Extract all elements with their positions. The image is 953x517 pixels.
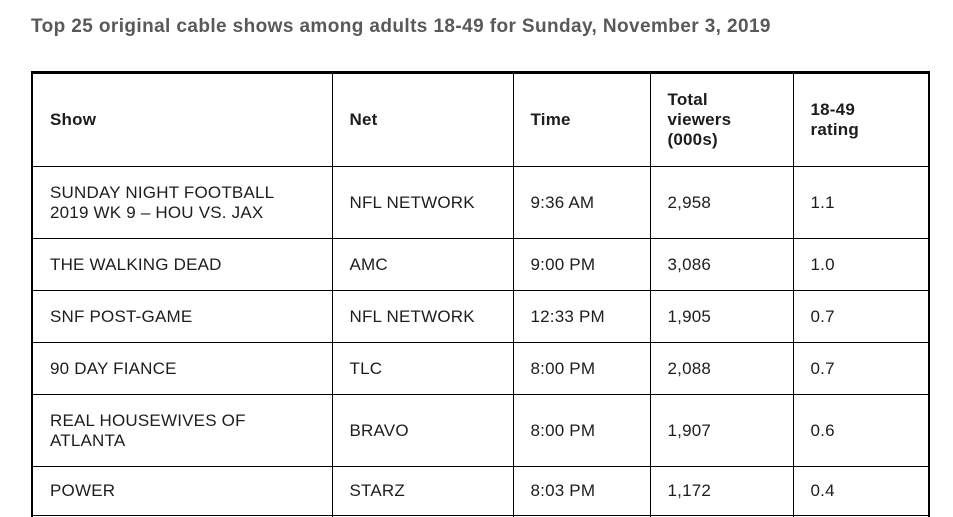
cell-total-viewers: 1,172 <box>649 466 794 516</box>
show-title-line: ATLANTA <box>50 430 126 450</box>
cell-total-viewers: 3,086 <box>649 238 794 291</box>
table-row: 90 DAY FIANCE TLC 8:00 PM 2,088 0.7 <box>31 342 930 395</box>
column-header-net-label: Net <box>349 110 378 129</box>
column-header-18-49-rating: 18-49 rating <box>792 72 930 167</box>
table-row: SUNDAY NIGHT FOOTBALL 2019 WK 9 – HOU VS… <box>31 166 930 239</box>
cell-rating: 1.0 <box>792 238 930 291</box>
cell-rating: 0.4 <box>792 466 930 516</box>
table-row: SNF POST-GAME NFL NETWORK 12:33 PM 1,905… <box>31 290 930 343</box>
cell-time: 12:33 PM <box>512 290 651 343</box>
show-title-line: 2019 WK 9 – HOU VS. JAX <box>50 202 264 222</box>
cell-total-viewers: 1,907 <box>649 394 794 467</box>
cell-total-viewers: 1,905 <box>649 290 794 343</box>
show-title-line: POWER <box>50 481 116 500</box>
column-header-show: Show <box>31 72 333 167</box>
column-header-total-viewers-line3: (000s) <box>667 130 718 149</box>
table-header-row: Show Net Time Total viewers (000s) 18-49… <box>31 72 930 167</box>
cell-show: SUNDAY NIGHT FOOTBALL 2019 WK 9 – HOU VS… <box>31 166 333 239</box>
cell-rating: 0.7 <box>792 342 930 395</box>
page-title: Top 25 original cable shows among adults… <box>31 16 771 37</box>
cell-rating <box>792 515 930 517</box>
cell-total-viewers: 2,088 <box>649 342 794 395</box>
show-title-line: 90 DAY FIANCE <box>50 358 177 378</box>
column-header-show-label: Show <box>50 110 97 129</box>
cell-net: STARZ <box>331 466 514 516</box>
cell-total-viewers: 2,958 <box>649 166 794 239</box>
cell-time: 9:00 PM <box>512 238 651 291</box>
table-row: POWER STARZ 8:03 PM 1,172 0.4 <box>31 466 930 516</box>
column-header-net: Net <box>331 72 514 167</box>
column-header-time: Time <box>512 72 651 167</box>
cell-net: NFL NETWORK <box>331 166 514 239</box>
cell-time: 8:00 PM <box>512 394 651 467</box>
cell-time: 8:00 PM <box>512 342 651 395</box>
column-header-total-viewers: Total viewers (000s) <box>649 72 794 167</box>
show-title-line: REAL HOUSEWIVES OF <box>50 410 246 430</box>
table-row: REAL HOUSEWIVES OF ATLANTA BRAVO 8:00 PM… <box>31 394 930 467</box>
cell-show: POWER <box>31 466 333 516</box>
cell-show: SNF POST-GAME <box>31 290 333 343</box>
table-row-partially-cut-off <box>31 515 930 517</box>
cell-show: THE WALKING DEAD <box>31 238 333 291</box>
cell-net: BRAVO <box>331 394 514 467</box>
show-title-line: THE WALKING DEAD <box>50 254 222 274</box>
column-header-time-label: Time <box>530 110 571 129</box>
ratings-table: Show Net Time Total viewers (000s) 18-49… <box>31 71 930 517</box>
column-header-18-49-rating-line1: 18-49 <box>810 100 855 119</box>
cell-net: AMC <box>331 238 514 291</box>
show-title-line: SNF POST-GAME <box>50 306 193 326</box>
show-title-line: SUNDAY NIGHT FOOTBALL <box>50 182 275 202</box>
cell-show: REAL HOUSEWIVES OF ATLANTA <box>31 394 333 467</box>
cell-time: 8:03 PM <box>512 466 651 516</box>
cell-rating: 0.6 <box>792 394 930 467</box>
cell-net: TLC <box>331 342 514 395</box>
table-row: THE WALKING DEAD AMC 9:00 PM 3,086 1.0 <box>31 238 930 291</box>
cell-net: NFL NETWORK <box>331 290 514 343</box>
column-header-total-viewers-line1: Total <box>667 90 708 109</box>
cell-rating: 1.1 <box>792 166 930 239</box>
cell-rating: 0.7 <box>792 290 930 343</box>
column-header-total-viewers-line2: viewers <box>667 110 732 129</box>
column-header-18-49-rating-line2: rating <box>810 120 859 139</box>
cell-time: 9:36 AM <box>512 166 651 239</box>
cell-show: 90 DAY FIANCE <box>31 342 333 395</box>
